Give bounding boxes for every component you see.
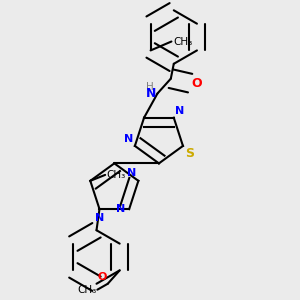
- Text: N: N: [95, 213, 104, 223]
- Text: O: O: [98, 272, 107, 282]
- Text: H: H: [146, 82, 154, 92]
- Text: CH₃: CH₃: [173, 37, 192, 46]
- Text: N: N: [116, 204, 126, 214]
- Text: N: N: [146, 87, 157, 100]
- Text: CH₃: CH₃: [106, 170, 125, 180]
- Text: N: N: [175, 106, 184, 116]
- Text: CH₃: CH₃: [77, 285, 96, 295]
- Text: N: N: [127, 169, 136, 178]
- Text: N: N: [124, 134, 134, 144]
- Text: O: O: [192, 76, 202, 90]
- Text: S: S: [185, 147, 194, 161]
